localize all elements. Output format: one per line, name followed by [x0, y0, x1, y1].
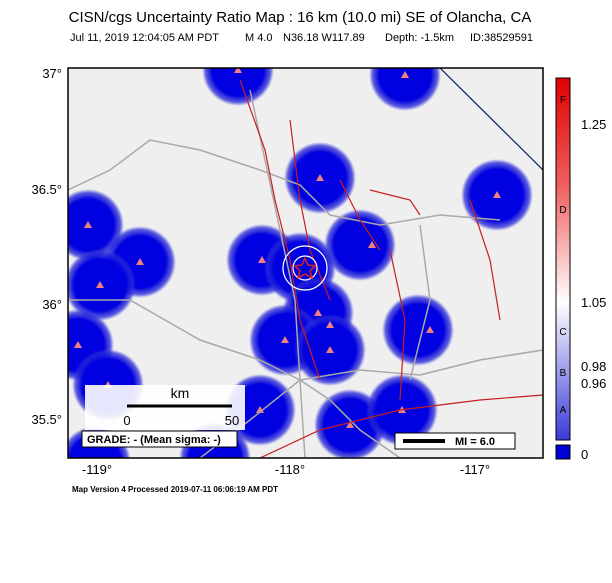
colorbar: [555, 77, 571, 441]
colorbar-tick-label: 1.05: [581, 295, 606, 310]
station: [314, 309, 322, 316]
roads: [68, 89, 543, 458]
colorbar-tick-label: 1.25: [581, 117, 606, 132]
legend-box: [394, 432, 516, 450]
station: [258, 256, 266, 263]
grade-letter: C: [559, 327, 566, 338]
station-coverage: [369, 68, 441, 111]
station-coverage: [202, 68, 274, 106]
subtitle: Jul 11, 2019 12:04:05 AM PDT M 4.0 N36.1…: [70, 32, 533, 44]
grade: GRADE: - (Mean sigma: -): [87, 434, 221, 446]
station: [316, 174, 324, 181]
lat-label: 37°: [42, 66, 62, 81]
state-border: [439, 68, 543, 171]
station: [281, 336, 289, 343]
colorbar-tick-label: 0: [581, 447, 588, 462]
scale-unit: km: [171, 385, 190, 401]
station: [426, 326, 434, 333]
station-coverage: [382, 294, 454, 366]
faults: [239, 79, 543, 458]
station: [96, 281, 104, 288]
subtitle-part: ID:38529591: [470, 32, 533, 44]
lat-label: 36°: [42, 297, 62, 312]
legend-label: MI = 6.0: [455, 436, 495, 448]
station: [326, 346, 334, 353]
subtitle-part: Depth: -1.5km: [385, 32, 454, 44]
station: [401, 71, 409, 78]
station: [136, 258, 144, 265]
lon-label: -118°: [275, 462, 305, 477]
station: [84, 221, 92, 228]
axis-labels: -119° -118° -117° 37° 36.5° 36° 35.5°: [31, 66, 490, 477]
grade-box: [81, 430, 238, 448]
stations: [68, 68, 533, 458]
colorbar-labels: F D C B A 1.25 1.05 0.98 0.96 0: [559, 95, 606, 462]
grade-letter: A: [560, 405, 567, 416]
station: [346, 421, 354, 428]
epicenter: [282, 245, 328, 291]
station: [326, 321, 334, 328]
lat-label: 36.5°: [31, 182, 62, 197]
scale-label: 0: [123, 413, 130, 428]
colorbar-tick-label: 0.98: [581, 359, 606, 374]
station: [493, 191, 501, 198]
title: CISN/cgs Uncertainty Ratio Map : 16 km (…: [69, 9, 532, 26]
colorbar-zero: [555, 444, 571, 460]
subtitle-part: M 4.0: [245, 32, 273, 44]
subtitle-part: N36.18 W117.89: [283, 32, 365, 44]
colorbar-tick-label: 0.96: [581, 376, 606, 391]
station-coverage: [324, 209, 396, 281]
scale-label: 50: [225, 413, 239, 428]
map-frame: [67, 67, 544, 459]
subtitle-part: Jul 11, 2019 12:04:05 AM PDT: [70, 32, 219, 44]
grade-letter: D: [559, 205, 566, 216]
station: [74, 341, 82, 348]
map: km 0 50 GRADE: - (Mean sigma: -) MI = 6.…: [68, 68, 543, 458]
lat-label: 35.5°: [31, 412, 62, 427]
station: [234, 68, 242, 73]
grade-letter: B: [560, 368, 567, 379]
lon-label: -117°: [460, 462, 490, 477]
scale-bar: km 0 50: [85, 385, 245, 430]
station: [368, 241, 376, 248]
lon-label: -119°: [82, 462, 112, 477]
footer: Map Version 4 Processed 2019-07-11 06:06…: [72, 485, 278, 494]
grade-letter: F: [560, 95, 566, 106]
